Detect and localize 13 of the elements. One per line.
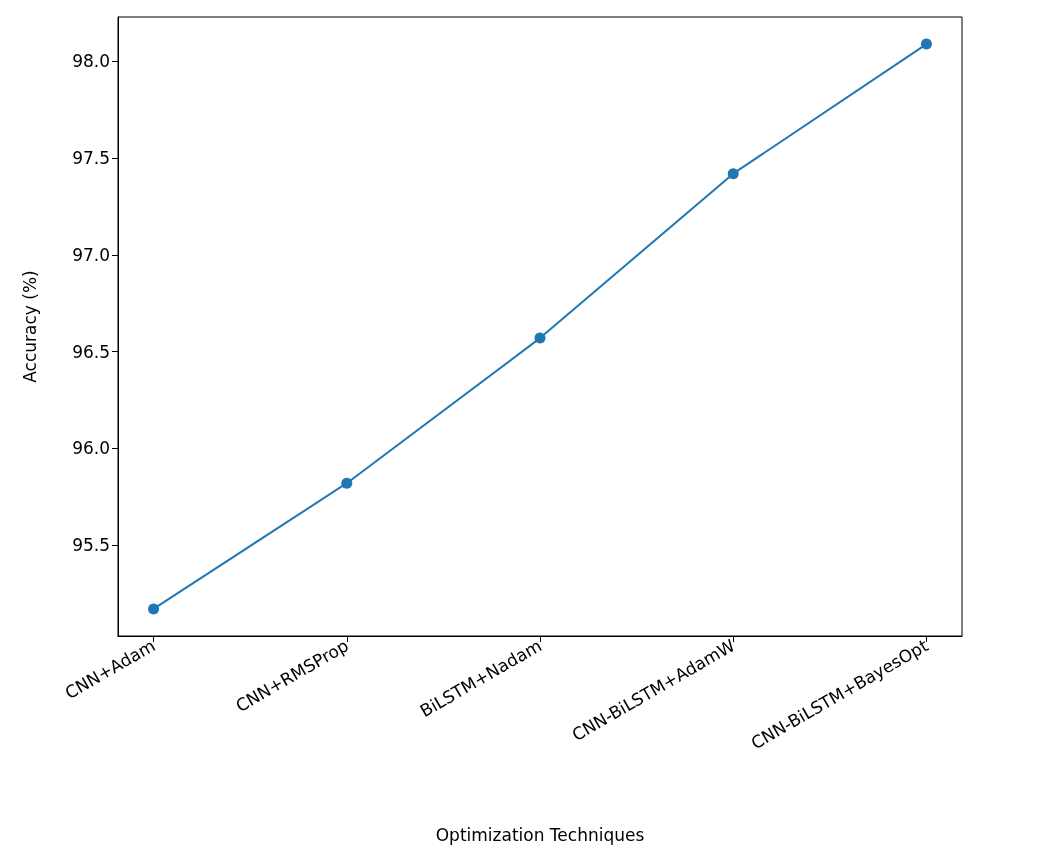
- y-axis-title: Accuracy (%): [19, 270, 40, 383]
- x-axis-title: Optimization Techniques: [435, 824, 645, 845]
- y-tick-label: 96.5: [72, 341, 110, 362]
- point: [341, 477, 353, 489]
- y-tick-label: 97.5: [72, 148, 110, 169]
- y-tick-label: 95.5: [72, 535, 110, 556]
- y-tick-label: 98.0: [72, 51, 110, 72]
- point: [148, 603, 160, 615]
- y-tick-label: 97.0: [72, 244, 110, 265]
- point: [920, 38, 932, 50]
- y-tick-label: 96.0: [72, 438, 110, 459]
- point: [534, 332, 546, 344]
- point: [727, 168, 739, 180]
